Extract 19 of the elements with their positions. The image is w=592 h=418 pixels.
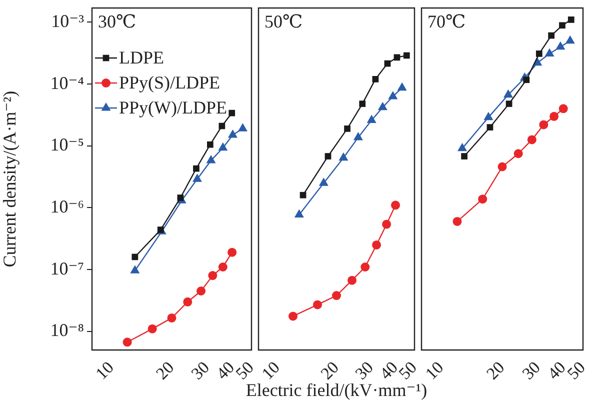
x-tick-label: 50: [564, 358, 589, 384]
legend-label: LDPE: [119, 48, 164, 68]
y-tick-label: 10⁻⁷: [50, 258, 84, 278]
y-tick-label: 10⁻⁶: [50, 196, 84, 216]
x-tick-label: 30: [188, 358, 214, 384]
y-axis-title: Current density/(A·m⁻²): [0, 90, 20, 268]
chart-title: 50℃: [264, 12, 303, 32]
y-tick-label: 10⁻⁸: [50, 320, 84, 340]
x-tick-label: 30: [518, 358, 544, 384]
y-tick-label: 10⁻⁴: [50, 72, 84, 93]
chart-title: 30℃: [98, 12, 136, 32]
y-tick-label: 10⁻⁵: [50, 134, 84, 155]
x-tick-label: 20: [482, 358, 508, 384]
x-tick-label: 20: [152, 358, 178, 384]
legend-label: PPy(S)/LDPE: [119, 72, 220, 93]
y-tick-label: 10⁻³: [51, 10, 85, 31]
legend-label: PPy(W)/LDPE: [119, 98, 228, 118]
x-tick-label: 10: [92, 358, 118, 384]
chart-title: 70℃: [428, 12, 466, 32]
